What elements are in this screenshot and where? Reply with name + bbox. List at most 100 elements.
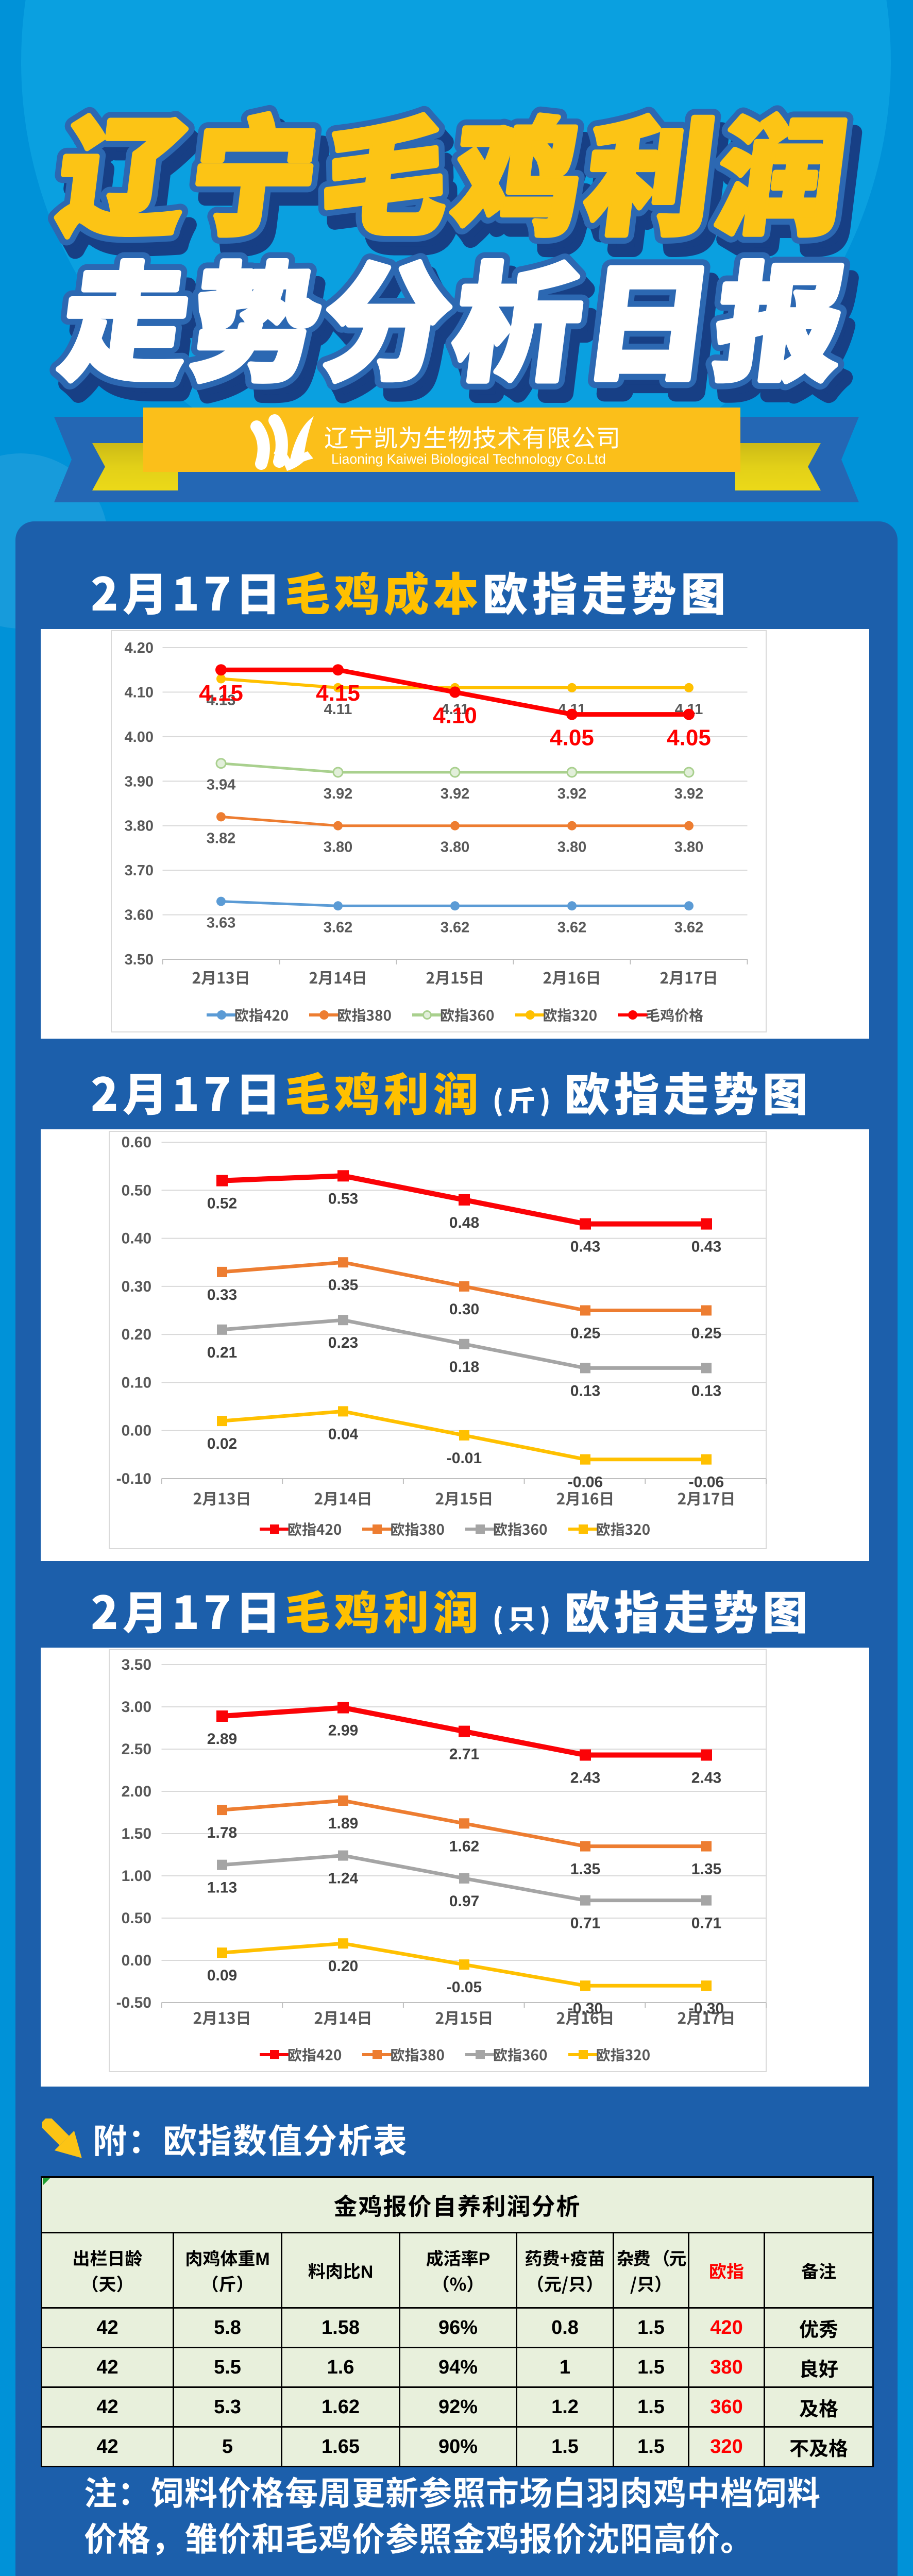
svg-text:0.20: 0.20 [328,1958,358,1975]
svg-text:4.05: 4.05 [667,725,711,751]
svg-text:0.02: 0.02 [207,1435,237,1452]
svg-text:走势分析日报: 走势分析日报 [52,223,859,405]
svg-text:3.82: 3.82 [207,830,235,846]
svg-text:2.99: 2.99 [328,1722,358,1739]
svg-text:1.13: 1.13 [207,1879,237,1896]
svg-text:3.80: 3.80 [441,839,469,856]
svg-text:0.50: 0.50 [122,1910,151,1927]
svg-text:3.62: 3.62 [674,919,703,936]
svg-text:1.24: 1.24 [328,1870,359,1887]
svg-text:-0.30: -0.30 [568,2000,603,2017]
svg-text:-0.05: -0.05 [447,1979,482,1996]
svg-text:2月13日: 2月13日 [193,2006,251,2028]
svg-text:3.63: 3.63 [207,915,235,931]
svg-text:0.25: 0.25 [570,1325,600,1342]
svg-text:1.50: 1.50 [122,1825,151,1842]
svg-text:4.05: 4.05 [550,725,594,751]
svg-text:3.92: 3.92 [674,786,703,802]
svg-text:1.62: 1.62 [449,1838,479,1855]
svg-text:0.00: 0.00 [122,1422,151,1439]
svg-text:1.00: 1.00 [122,1868,151,1885]
svg-text:2月16日: 2月16日 [556,2006,614,2028]
svg-text:2月17日: 2月17日 [660,965,718,988]
svg-text:1.89: 1.89 [328,1815,358,1832]
svg-text:辽宁毛鸡利润: 辽宁毛鸡利润 [49,77,863,260]
svg-text:3.94: 3.94 [207,777,235,793]
svg-text:2.00: 2.00 [122,1783,151,1800]
svg-text:-0.06: -0.06 [568,1474,603,1491]
svg-text:4.15: 4.15 [199,681,243,706]
svg-text:3.80: 3.80 [324,839,352,856]
svg-text:0.10: 0.10 [122,1374,151,1391]
svg-text:走势分析日报: 走势分析日报 [61,236,868,419]
svg-text:2月14日: 2月14日 [314,2006,372,2028]
svg-text:2月17日: 2月17日 [677,1486,735,1509]
svg-text:0.60: 0.60 [122,1134,151,1151]
svg-text:0.71: 0.71 [570,1915,600,1932]
svg-text:2月15日: 2月15日 [435,1486,493,1509]
svg-text:0.13: 0.13 [691,1382,721,1399]
svg-text:4.11: 4.11 [441,701,469,718]
svg-text:2.43: 2.43 [570,1770,600,1787]
svg-text:1.35: 1.35 [691,1861,721,1878]
svg-text:0.43: 0.43 [691,1239,721,1256]
svg-text:4.15: 4.15 [316,681,360,706]
svg-text:-0.01: -0.01 [447,1450,482,1467]
svg-text:0.71: 0.71 [691,1915,721,1932]
svg-text:0.52: 0.52 [207,1195,237,1212]
svg-text:0.13: 0.13 [570,1382,600,1399]
svg-text:2月16日: 2月16日 [543,965,601,988]
svg-text:2月15日: 2月15日 [435,2006,493,2028]
svg-text:3.62: 3.62 [557,919,586,936]
svg-text:2月15日: 2月15日 [426,965,484,988]
svg-text:4.10: 4.10 [433,703,477,728]
svg-text:辽宁毛鸡利润: 辽宁毛鸡利润 [49,77,863,260]
svg-text:2月13日: 2月13日 [193,1486,251,1509]
svg-text:3.80: 3.80 [557,839,586,856]
svg-text:0.53: 0.53 [328,1190,358,1207]
svg-text:3.80: 3.80 [125,818,154,835]
svg-text:0.04: 0.04 [328,1426,359,1443]
svg-text:2月16日: 2月16日 [556,1486,614,1509]
svg-text:4.11: 4.11 [324,701,352,718]
svg-text:-0.30: -0.30 [689,2000,724,2017]
svg-text:0.48: 0.48 [449,1214,479,1231]
svg-text:0.50: 0.50 [122,1182,151,1199]
svg-text:4.20: 4.20 [125,640,154,656]
svg-text:3.80: 3.80 [674,839,703,856]
svg-text:0.20: 0.20 [122,1326,151,1343]
svg-text:3.90: 3.90 [125,773,154,790]
svg-text:辽宁毛鸡利润: 辽宁毛鸡利润 [58,90,871,273]
svg-text:2.71: 2.71 [449,1746,479,1763]
svg-text:2月13日: 2月13日 [192,965,250,988]
svg-text:3.62: 3.62 [441,919,469,936]
svg-text:3.62: 3.62 [324,919,352,936]
svg-text:4.00: 4.00 [125,729,154,745]
svg-text:0.09: 0.09 [207,1967,237,1984]
svg-text:0.18: 0.18 [449,1359,479,1376]
svg-text:-0.10: -0.10 [116,1470,151,1487]
svg-text:0.25: 0.25 [691,1325,721,1342]
svg-text:4.10: 4.10 [125,684,154,701]
svg-text:2.43: 2.43 [691,1770,721,1787]
svg-text:0.97: 0.97 [449,1893,479,1910]
svg-text:2.50: 2.50 [122,1741,151,1758]
svg-text:3.50: 3.50 [125,952,154,968]
svg-text:1.35: 1.35 [570,1861,600,1878]
svg-text:0.30: 0.30 [122,1278,151,1295]
svg-text:3.60: 3.60 [125,907,154,924]
svg-text:4.13: 4.13 [207,692,235,709]
svg-text:0.23: 0.23 [328,1334,358,1351]
svg-text:1.78: 1.78 [207,1824,237,1841]
svg-text:3.70: 3.70 [125,862,154,879]
svg-text:3.00: 3.00 [122,1699,151,1716]
svg-text:0.40: 0.40 [122,1230,151,1247]
svg-text:0.00: 0.00 [122,1952,151,1969]
svg-text:3.92: 3.92 [324,786,352,802]
svg-text:2月17日: 2月17日 [677,2006,735,2028]
svg-text:0.21: 0.21 [207,1344,237,1361]
svg-text:3.92: 3.92 [441,786,469,802]
svg-text:-0.50: -0.50 [116,1994,151,2011]
svg-text:3.50: 3.50 [122,1656,151,1673]
svg-text:2月14日: 2月14日 [309,965,367,988]
